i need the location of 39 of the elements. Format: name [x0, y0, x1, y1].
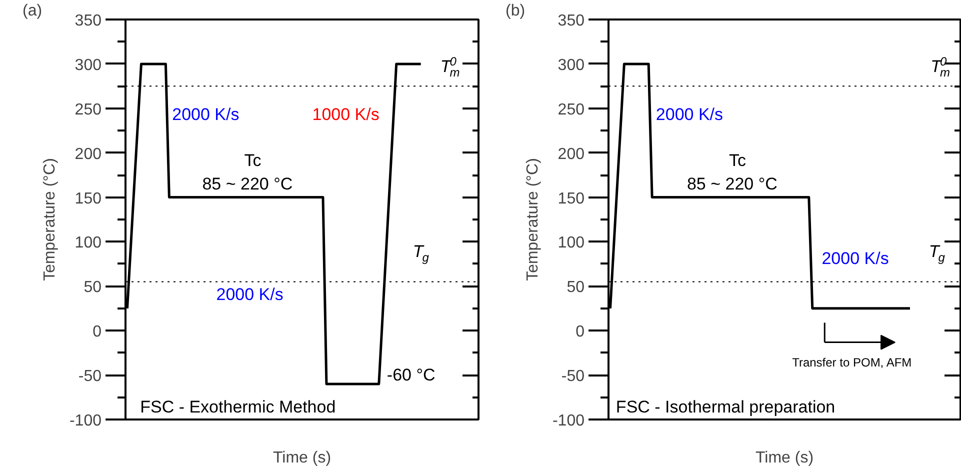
annotation: FSC - Exothermic Method — [140, 398, 336, 417]
x-axis-title: Time (s) — [272, 450, 332, 466]
chart-title: (b) — [506, 2, 526, 20]
y-tick-label: 100 — [74, 234, 102, 252]
y-tick-label: 0 — [576, 324, 585, 341]
y-tick-label: 250 — [558, 101, 585, 118]
y-tick-label: -50 — [561, 368, 585, 386]
annotation: 2000 K/s — [172, 105, 240, 124]
annotation: FSC - Isothermal preparation — [616, 398, 836, 417]
y-tick-label: -100 — [552, 412, 585, 430]
y-tick-label: -100 — [69, 412, 102, 430]
y-tick-label: 300 — [74, 56, 102, 74]
annotation: 2000 K/s — [656, 105, 724, 124]
annotation: 1000 K/s — [312, 105, 380, 124]
y-tick-label: 200 — [74, 146, 102, 163]
annotation: -60 °C — [386, 366, 436, 385]
annotation: 2000 K/s — [822, 249, 889, 268]
y-axis-title: Temperature (°C) — [524, 158, 542, 281]
chart-title: (a) — [22, 2, 42, 20]
annotation: Tc — [244, 151, 262, 170]
y-tick-label: -50 — [78, 368, 102, 386]
y-tick-label: 150 — [558, 190, 585, 208]
y-tick-label: 50 — [566, 279, 585, 296]
y-tick-label: 200 — [558, 146, 585, 163]
y-tick-label: 250 — [74, 101, 102, 118]
y-tick-label: 0 — [92, 324, 102, 341]
annotation: Tc — [729, 151, 747, 170]
y-tick-label: 350 — [558, 12, 585, 30]
x-axis-title: Time (s) — [755, 450, 814, 466]
annotation: 2000 K/s — [216, 284, 284, 304]
y-tick-label: 300 — [558, 56, 585, 74]
y-axis-title: Temperature (°C) — [41, 158, 58, 281]
annotation: 85 ~ 220 °C — [686, 174, 778, 194]
y-tick-label: 150 — [74, 190, 102, 208]
y-tick-label: 350 — [74, 12, 102, 30]
annotation: 85 ~ 220 °C — [202, 174, 293, 194]
y-tick-label: 100 — [558, 234, 585, 252]
y-tick-label: 50 — [84, 279, 102, 296]
annotation: Transfer to POM, AFM — [792, 356, 912, 370]
